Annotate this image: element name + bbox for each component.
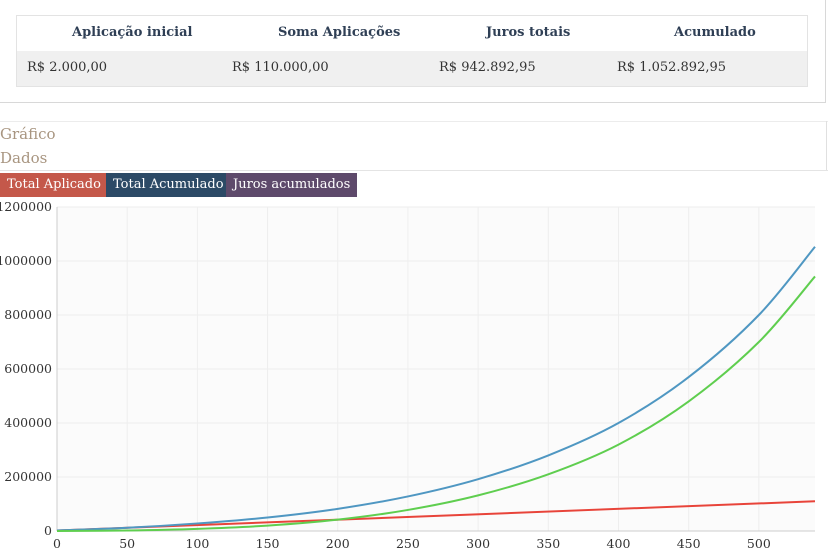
summary-header-row: Aplicação inicial Soma Aplicações Juros … <box>17 16 807 51</box>
x-tick-label: 150 <box>256 536 280 551</box>
x-tick-label: 300 <box>466 536 490 551</box>
series-line-total-acumulado <box>56 246 816 532</box>
value-soma-aplicacoes: R$ 110.000,00 <box>232 60 329 75</box>
x-tick-label: 350 <box>536 536 560 551</box>
series-line-juros-acumulados <box>56 275 816 532</box>
value-acumulado: R$ 1.052.892,95 <box>617 60 727 75</box>
x-tick-label: 400 <box>607 536 631 551</box>
summary-panel: Aplicação inicial Soma Aplicações Juros … <box>0 0 826 103</box>
y-tick-label: 0 <box>44 523 52 538</box>
legend-total-acumulado[interactable]: Total Acumulado <box>106 173 231 197</box>
x-tick-label: 100 <box>185 536 209 551</box>
x-tick-label: 250 <box>396 536 420 551</box>
header-acumulado: Acumulado <box>674 25 756 40</box>
header-soma-aplicacoes: Soma Aplicações <box>278 25 401 40</box>
y-tick-label: 1200000 <box>0 199 52 214</box>
y-tick-label: 200000 <box>4 469 52 484</box>
header-aplicacao-inicial: Aplicação inicial <box>72 25 193 40</box>
value-juros-totais: R$ 942.892,95 <box>439 60 536 75</box>
line-chart: 0 200000 400000 600000 800000 1000000 1200000 0… <box>0 199 816 551</box>
x-tick-label: 0 <box>53 536 61 551</box>
y-tick-label: 800000 <box>4 307 52 322</box>
tab-dados[interactable]: Dados <box>0 149 48 167</box>
table-row: R$ 2.000,00 R$ 110.000,00 R$ 942.892,95 … <box>17 51 807 86</box>
x-tick-label: 50 <box>119 536 135 551</box>
y-tick-label: 400000 <box>4 415 52 430</box>
series-line-total-aplicado <box>56 500 816 532</box>
divider <box>0 170 828 171</box>
y-tick-label: 1000000 <box>0 253 52 268</box>
summary-table: Aplicação inicial Soma Aplicações Juros … <box>16 15 808 87</box>
divider <box>0 121 828 122</box>
legend-juros-acumulados[interactable]: Juros acumulados <box>226 173 358 197</box>
header-juros-totais: Juros totais <box>486 25 571 40</box>
x-tick-label: 450 <box>677 536 701 551</box>
legend-total-aplicado[interactable]: Total Aplicado <box>0 173 108 197</box>
x-tick-label: 200 <box>326 536 350 551</box>
value-aplicacao-inicial: R$ 2.000,00 <box>27 60 108 75</box>
y-tick-label: 600000 <box>4 361 52 376</box>
divider <box>826 121 827 170</box>
x-tick-label: 500 <box>747 536 771 551</box>
tab-grafico[interactable]: Gráfico <box>0 125 56 143</box>
